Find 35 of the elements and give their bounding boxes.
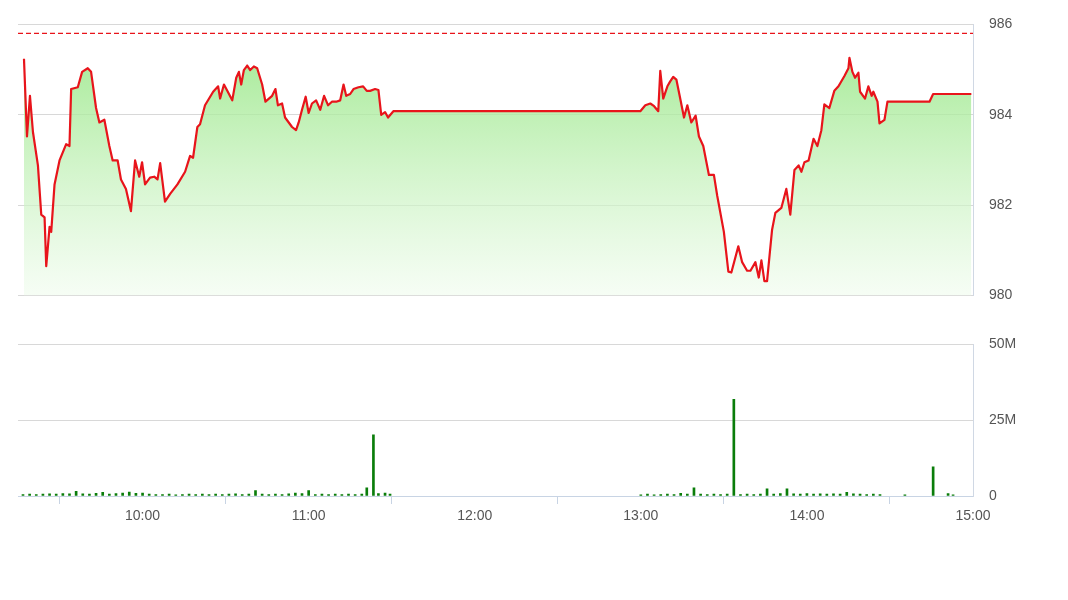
bar <box>852 493 855 496</box>
x-tick-label: 11:00 <box>291 507 326 524</box>
bar <box>377 493 380 496</box>
bar <box>101 492 105 496</box>
bar <box>294 492 297 496</box>
x-tick-label: 13:00 <box>623 507 659 524</box>
bar <box>779 493 782 496</box>
bar <box>372 434 375 496</box>
bar <box>234 493 237 496</box>
bar <box>679 492 683 496</box>
bar <box>832 493 835 496</box>
bar <box>68 493 71 496</box>
x-tick-label: 15:00 <box>955 507 991 524</box>
y-tick-label: 982 <box>989 196 1013 213</box>
x-tick-label: 12:00 <box>457 507 493 524</box>
y-tick-label: 984 <box>989 105 1013 122</box>
bar <box>141 492 144 496</box>
bar <box>48 493 51 496</box>
bar <box>792 493 795 496</box>
bar <box>81 493 85 496</box>
x-tick-label: 10:00 <box>125 507 161 524</box>
bar <box>287 493 291 496</box>
bar <box>127 491 131 496</box>
y-tick-label: 980 <box>989 286 1013 303</box>
y-tick-label: 25M <box>989 411 1017 428</box>
bar <box>254 490 257 496</box>
y-tick-label: 50M <box>989 335 1017 352</box>
y-tick-label: 0 <box>989 486 997 503</box>
bar <box>818 493 822 496</box>
bar <box>845 492 849 496</box>
x-tick-label: 14:00 <box>789 507 825 524</box>
bar <box>121 492 124 496</box>
bar <box>365 487 369 496</box>
y-tick-label: 986 <box>989 15 1013 32</box>
bar <box>307 490 310 496</box>
